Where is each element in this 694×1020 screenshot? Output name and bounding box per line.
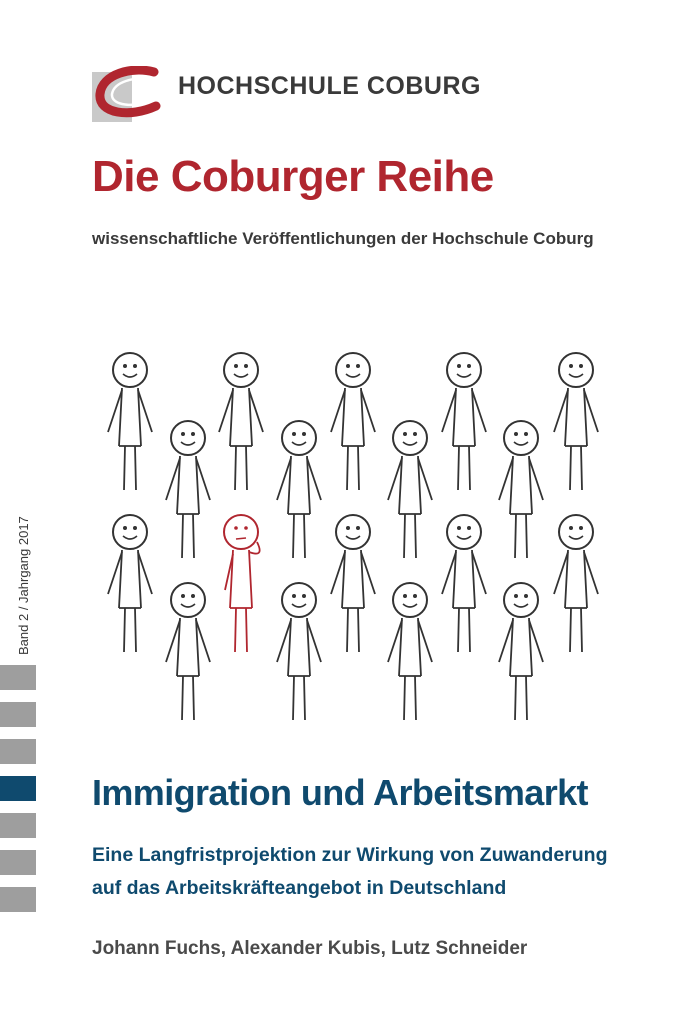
hochschule-coburg-logo-icon: [92, 66, 161, 122]
side-bar: [0, 739, 36, 764]
stick-figure-icon: [276, 420, 322, 559]
stick-figure-icon: [441, 352, 487, 491]
stick-figure-icon: [165, 420, 211, 559]
stick-figure-icon: [553, 514, 599, 653]
volume-label: Band 2 / Jahrgang 2017: [16, 516, 31, 655]
stick-figure-crowd-icon: [107, 352, 599, 721]
authors: Johann Fuchs, Alexander Kubis, Lutz Schn…: [92, 938, 528, 959]
side-bar: [0, 665, 36, 690]
series-subtitle: wissenschaftliche Veröffentlichungen der…: [92, 229, 594, 248]
stick-figure-icon: [387, 582, 433, 721]
stick-figure-icon: [165, 582, 211, 721]
stick-figure-icon: [498, 582, 544, 721]
book-subtitle-line-2: auf das Arbeitskräfteangebot in Deutschl…: [92, 877, 507, 899]
stick-figure-icon: [330, 514, 376, 653]
side-bars: [0, 665, 36, 924]
stick-figure-icon: [276, 582, 322, 721]
side-bar: [0, 702, 36, 727]
institution-name: HOCHSCHULE COBURG: [178, 72, 481, 100]
book-title: Immigration und Arbeitsmarkt: [92, 772, 589, 813]
stick-figure-icon: [330, 352, 376, 491]
stick-figure-icon: [107, 352, 153, 491]
side-bar: [0, 850, 36, 875]
stick-figure-icon: [553, 352, 599, 491]
thinking-figure-icon: [223, 514, 261, 653]
book-subtitle: Eine Langfristprojektion zur Wirkung von…: [92, 839, 672, 905]
stick-figure-icon: [498, 420, 544, 559]
series-title: Die Coburger Reihe: [92, 152, 494, 201]
stick-figure-icon: [387, 420, 433, 559]
stick-figure-icon: [441, 514, 487, 653]
side-bar-active: [0, 776, 36, 801]
side-bar: [0, 887, 36, 912]
book-subtitle-line-1: Eine Langfristprojektion zur Wirkung von…: [92, 844, 608, 866]
stick-figure-icon: [218, 352, 264, 491]
side-bar: [0, 813, 36, 838]
stick-figure-icon: [107, 514, 153, 653]
